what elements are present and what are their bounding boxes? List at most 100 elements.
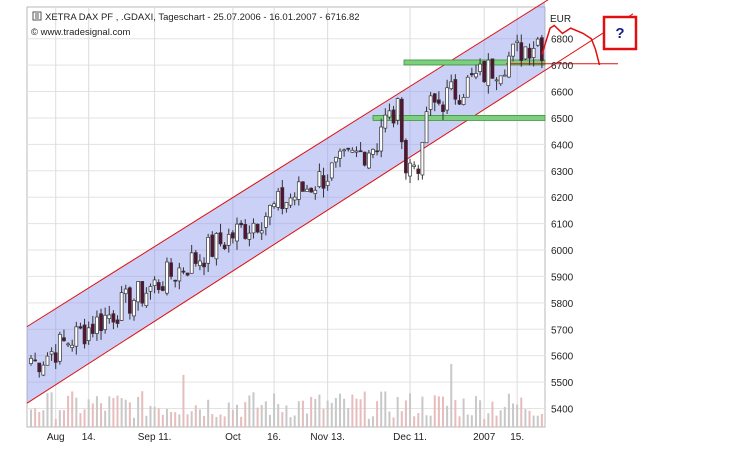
- candle-body: [210, 234, 215, 257]
- candle-body: [66, 343, 70, 346]
- volume-bar: [503, 406, 506, 427]
- candle-body: [523, 46, 528, 60]
- candle-body: [218, 232, 223, 245]
- volume-bars: [30, 364, 543, 427]
- candle-body: [502, 74, 507, 77]
- candle-body: [169, 262, 173, 277]
- candle-body: [107, 314, 112, 319]
- volume-bar: [450, 364, 453, 427]
- x-tick-label: 16.: [267, 432, 281, 443]
- candle-body: [362, 151, 367, 166]
- candle-body: [193, 252, 198, 264]
- volume-bar: [58, 410, 61, 427]
- volume-bar: [83, 409, 86, 427]
- volume-bar: [413, 416, 416, 427]
- y-axis: 5400 5500 5600 5700 5800 5900 6000 6100 6200 6300…: [551, 35, 574, 416]
- volume-bar: [203, 416, 206, 427]
- volume-bar: [285, 405, 288, 427]
- volume-bar: [433, 395, 436, 427]
- volume-bar: [446, 405, 449, 427]
- candlesticks: [29, 34, 544, 378]
- candle-body: [235, 223, 239, 242]
- volume-bar: [536, 415, 539, 427]
- volume-bar: [487, 413, 490, 427]
- candle-body: [272, 203, 276, 207]
- volume-bar: [207, 399, 210, 427]
- volume-bar: [351, 394, 354, 427]
- candle-body: [445, 87, 449, 111]
- volume-bar: [429, 415, 432, 427]
- chart-header: XETRA DAX PF , .GDAXI, Tageschart - 25.0…: [31, 11, 360, 38]
- volume-bar: [392, 417, 395, 427]
- candle-body: [399, 98, 404, 143]
- candle-body: [334, 156, 338, 163]
- volume-bar: [50, 392, 53, 427]
- volume-bar: [273, 393, 276, 427]
- y-tick-label: 5700: [551, 325, 574, 336]
- candle-body: [99, 313, 103, 332]
- volume-bar: [38, 412, 41, 427]
- candle-body: [78, 326, 83, 329]
- volume-bar: [128, 402, 131, 427]
- volume-bar: [458, 416, 461, 427]
- forecast-line: [541, 24, 601, 66]
- volume-bar: [516, 404, 519, 427]
- volume-bar: [330, 402, 333, 427]
- volume-bar: [371, 416, 374, 427]
- candle-body: [288, 197, 293, 206]
- y-tick-label: 6200: [551, 193, 574, 204]
- volume-bar: [145, 415, 148, 427]
- candle-body: [535, 38, 540, 46]
- y-tick-label: 6400: [551, 140, 574, 151]
- volume-bar: [293, 415, 296, 427]
- volume-bar: [62, 410, 65, 427]
- volume-bar: [322, 409, 325, 427]
- volume-bar: [54, 418, 57, 427]
- volume-bar: [104, 410, 107, 427]
- volume-bar: [231, 409, 234, 427]
- candle-body: [317, 171, 322, 187]
- support-band-6710: [403, 59, 546, 66]
- candle-body: [115, 319, 120, 324]
- volume-bar: [454, 400, 457, 427]
- candle-body: [387, 110, 392, 118]
- volume-bar: [310, 396, 313, 427]
- candle-body: [404, 139, 408, 174]
- candle-body: [424, 111, 429, 144]
- candle-body: [90, 323, 95, 334]
- candle-body: [103, 314, 108, 330]
- volume-bar: [318, 394, 321, 427]
- candle-body: [453, 79, 458, 100]
- candle-body: [41, 364, 46, 376]
- y-tick-label: 5500: [551, 378, 574, 389]
- candle-body: [198, 260, 202, 267]
- candle-body: [519, 42, 524, 61]
- candle-body: [148, 286, 153, 292]
- volume-bar: [46, 393, 49, 427]
- volume-bar: [417, 413, 420, 427]
- menu-icon[interactable]: [32, 11, 42, 21]
- volume-bar: [483, 418, 486, 427]
- volume-bar: [260, 404, 263, 427]
- volume-bar: [376, 401, 379, 427]
- volume-bar: [34, 408, 37, 427]
- forecast-path: [541, 24, 601, 66]
- x-tick-label: 2007: [473, 432, 496, 443]
- x-tick-label: Dec 11.: [393, 432, 427, 443]
- candle-body: [420, 141, 425, 176]
- candle-body: [527, 47, 532, 59]
- volume-bar: [540, 413, 543, 427]
- candle-body: [437, 99, 441, 104]
- volume-bar: [30, 409, 32, 427]
- volume-bar: [437, 396, 440, 427]
- candle-body: [128, 287, 132, 314]
- volume-bar: [339, 393, 341, 427]
- volume-bar: [182, 374, 185, 427]
- volume-bar: [363, 391, 366, 427]
- volume-bar: [42, 410, 45, 427]
- x-tick-label: 15.: [510, 432, 524, 443]
- volume-bar: [528, 410, 531, 427]
- candle-body: [70, 344, 75, 348]
- candle-body: [29, 357, 33, 364]
